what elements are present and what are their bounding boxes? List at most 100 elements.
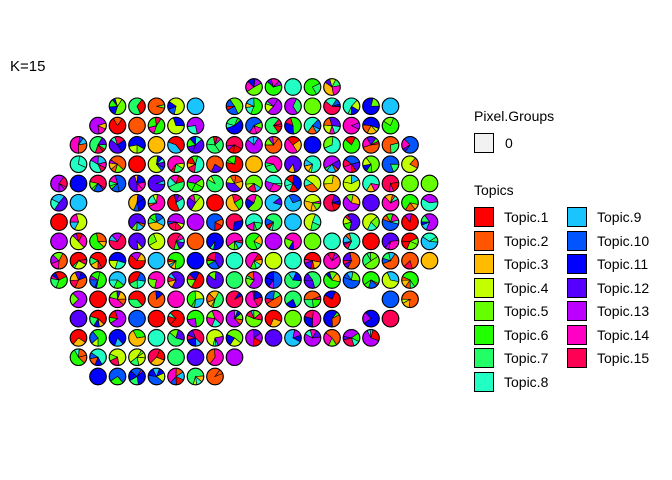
topic-legend-key: [474, 348, 494, 368]
spot-pie: [187, 117, 204, 134]
spot-pie: [90, 272, 107, 289]
spot-pie: [402, 291, 419, 308]
spot-pie: [402, 156, 419, 173]
spot-pie: [207, 195, 224, 212]
spot-pie: [304, 330, 321, 347]
spot-pie: [246, 175, 263, 192]
spot-pie: [285, 156, 302, 173]
spot-pie: [168, 214, 185, 231]
topic-legend-key: [474, 231, 494, 251]
topic-legend-entry: Topic.4: [474, 277, 548, 299]
spot-pie: [265, 117, 282, 134]
spot-pie: [168, 137, 185, 154]
spot-pie: [382, 272, 399, 289]
spot-pie: [70, 330, 87, 347]
topic-legend-entry: Topic.5: [474, 300, 548, 322]
spot-pie: [363, 137, 380, 154]
spot-pie: [304, 156, 321, 173]
spot-pie: [226, 330, 243, 347]
spot-pie: [51, 194, 68, 211]
spot-pie: [109, 233, 126, 250]
spot-pie: [265, 272, 282, 289]
spot-pie: [343, 117, 360, 134]
spot-pie: [343, 233, 360, 250]
spot-pie: [246, 195, 263, 212]
spot-pie: [226, 195, 243, 212]
topic-legend-label: Topic.12: [597, 280, 649, 296]
spot-pie: [343, 252, 360, 269]
spot-pie: [90, 291, 107, 308]
spot-pie: [402, 175, 419, 192]
spot-pie: [109, 310, 126, 327]
spot-pie: [402, 272, 419, 289]
topic-legend-key: [474, 372, 494, 392]
spot-pie: [90, 368, 107, 385]
spot-pie: [421, 195, 438, 212]
spot-pie: [265, 156, 282, 173]
spot-pie: [402, 137, 419, 154]
spot-pie: [148, 233, 165, 250]
spot-pie: [109, 117, 126, 134]
spot-pie: [90, 137, 107, 154]
topic-legend-entry: Topic.11: [567, 253, 648, 275]
topic-legend-entry: Topic.3: [474, 253, 548, 275]
spot-pie: [70, 252, 87, 269]
spot-pie: [324, 117, 341, 134]
spot-pie: [168, 233, 185, 250]
spot-pie: [304, 98, 321, 115]
spot-pie: [363, 195, 380, 212]
spot-pie: [285, 272, 302, 289]
topic-legend-key: [567, 231, 587, 251]
pixel-groups-legend-title: Pixel.Groups: [474, 108, 554, 124]
spot-pie: [187, 330, 204, 347]
spot-pie: [226, 349, 243, 366]
spot-pie: [148, 368, 165, 385]
spot-pie: [246, 330, 263, 347]
spot-pie: [265, 291, 282, 308]
spot-pie: [363, 214, 380, 231]
spot-pie: [343, 272, 360, 289]
spot-pie: [148, 252, 165, 269]
spot-pie: [246, 272, 263, 289]
spot-pie: [51, 233, 68, 250]
spot-pie: [70, 214, 87, 231]
spot-pie: [148, 98, 165, 115]
spot-pie: [129, 330, 146, 347]
topic-legend-label: Topic.5: [504, 303, 548, 319]
pie-slice: [273, 272, 282, 289]
spot-pie: [168, 117, 185, 134]
spot-pie: [129, 252, 146, 269]
spot-pie: [265, 310, 282, 327]
spot-pie: [207, 368, 224, 385]
spot-pie: [343, 98, 360, 115]
topic-legend-label: Topic.8: [504, 374, 548, 390]
spot-pie: [324, 272, 341, 289]
spot-pie: [382, 98, 399, 115]
spot-pie: [343, 194, 360, 211]
spot-pie: [51, 214, 68, 231]
spot-pie: [129, 156, 146, 173]
spot-pie: [285, 137, 302, 154]
spot-pie: [168, 368, 185, 385]
spot-pie: [285, 175, 302, 192]
spot-pie: [207, 252, 224, 269]
spot-pie: [304, 79, 321, 96]
spot-pie: [129, 194, 146, 211]
spot-pie: [168, 156, 185, 173]
topic-legend-key: [474, 278, 494, 298]
spot-pie: [129, 175, 146, 192]
spot-pie: [382, 195, 399, 212]
spot-pie: [363, 175, 380, 192]
spot-pie: [148, 330, 165, 347]
spot-pie: [51, 252, 68, 269]
spot-pie: [109, 330, 126, 347]
spot-pie: [168, 291, 185, 308]
spot-pie: [324, 252, 341, 269]
topic-legend-key: [567, 254, 587, 274]
spot-pie: [324, 330, 341, 347]
spot-pie: [265, 175, 282, 192]
spot-pie: [304, 272, 321, 289]
spot-pie: [421, 252, 438, 269]
spot-pie: [265, 214, 282, 231]
spot-pie: [187, 137, 204, 154]
